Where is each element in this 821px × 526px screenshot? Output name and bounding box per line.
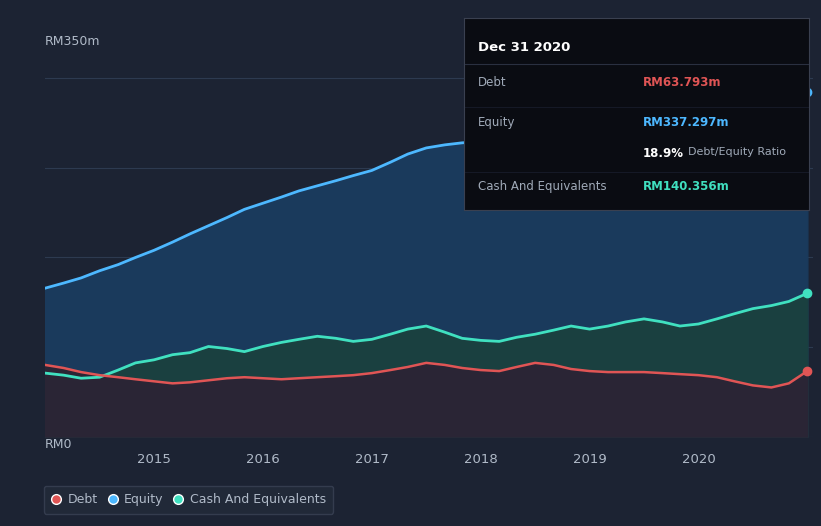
- Text: RM337.297m: RM337.297m: [643, 116, 730, 129]
- Text: Debt: Debt: [478, 76, 507, 89]
- Text: 18.9%: 18.9%: [643, 147, 684, 160]
- Text: RM350m: RM350m: [45, 35, 101, 48]
- Text: RM0: RM0: [45, 439, 72, 451]
- Text: Equity: Equity: [478, 116, 515, 129]
- Text: Cash And Equivalents: Cash And Equivalents: [478, 180, 606, 193]
- Text: Debt/Equity Ratio: Debt/Equity Ratio: [688, 147, 786, 157]
- Text: RM140.356m: RM140.356m: [643, 180, 730, 193]
- Legend: Debt, Equity, Cash And Equivalents: Debt, Equity, Cash And Equivalents: [44, 485, 333, 514]
- Text: Dec 31 2020: Dec 31 2020: [478, 42, 570, 55]
- Text: RM63.793m: RM63.793m: [643, 76, 722, 89]
